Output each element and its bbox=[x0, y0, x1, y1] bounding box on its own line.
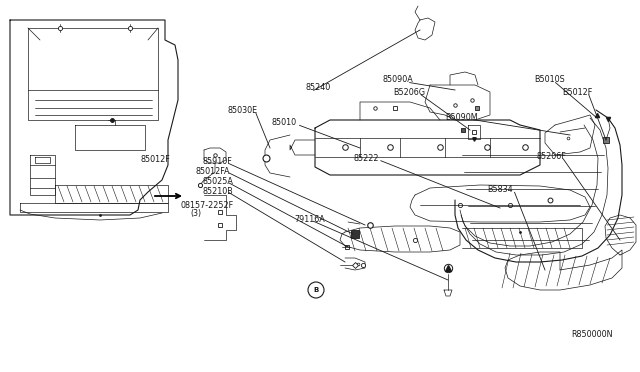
Text: 85025A: 85025A bbox=[202, 177, 233, 186]
Text: B5834: B5834 bbox=[488, 185, 513, 194]
Text: B5090M: B5090M bbox=[445, 113, 478, 122]
Text: B5206G: B5206G bbox=[393, 88, 425, 97]
Text: 85240: 85240 bbox=[306, 83, 331, 92]
Text: 85012FA: 85012FA bbox=[195, 167, 230, 176]
Text: B5010S: B5010S bbox=[534, 76, 565, 84]
Text: 85206F: 85206F bbox=[536, 152, 566, 161]
Text: 85012F: 85012F bbox=[141, 155, 170, 164]
Text: 85910F: 85910F bbox=[202, 157, 232, 166]
Text: 85222: 85222 bbox=[354, 154, 380, 163]
Text: R850000N: R850000N bbox=[572, 330, 613, 339]
Text: 85090A: 85090A bbox=[383, 76, 413, 84]
Text: 79116A: 79116A bbox=[294, 215, 325, 224]
Text: B: B bbox=[314, 287, 319, 293]
Text: 85030E: 85030E bbox=[228, 106, 258, 115]
Text: B5012F: B5012F bbox=[562, 88, 592, 97]
Text: 85210B: 85210B bbox=[202, 187, 233, 196]
Text: 85010: 85010 bbox=[271, 118, 296, 127]
Text: (3): (3) bbox=[191, 209, 202, 218]
Text: 08157-2252F: 08157-2252F bbox=[180, 201, 234, 210]
